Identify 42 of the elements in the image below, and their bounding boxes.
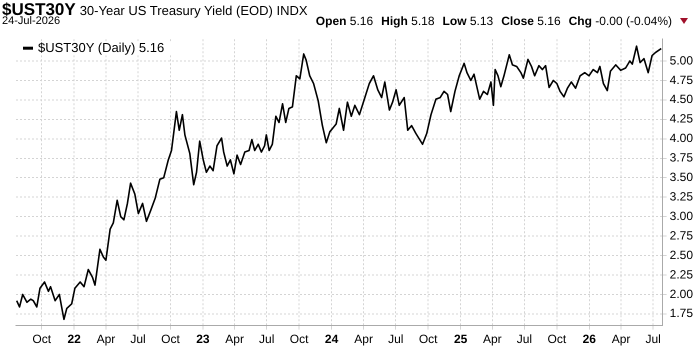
x-tick-label: 23 <box>196 332 210 346</box>
y-tick-label: 3.50 <box>670 170 694 184</box>
x-tick-label: Apr <box>96 332 116 346</box>
x-tick-label: Oct <box>548 332 567 346</box>
x-tick-label: Oct <box>418 332 438 346</box>
text: Low 5.13 <box>442 14 494 28</box>
x-tick-label: Jul <box>516 332 532 346</box>
x-tick-label: Apr <box>483 332 502 346</box>
text: Chg -0.00 (-0.04%) <box>568 14 672 28</box>
x-tick-label: Apr <box>354 332 373 346</box>
y-tick-label: 1.75 <box>670 306 694 320</box>
x-tick-label: Oct <box>290 332 310 346</box>
text: Open 5.16 <box>316 14 374 28</box>
y-tick-label: 4.25 <box>670 112 694 126</box>
y-tick-label: 2.50 <box>670 248 694 262</box>
x-tick-label: 24 <box>324 332 339 346</box>
x-tick-label: Jul <box>130 332 146 346</box>
x-tick-label: Apr <box>612 332 630 346</box>
x-tick-label: Jul <box>645 332 661 346</box>
x-tick-label: Oct <box>161 332 180 346</box>
y-tick-label: 3.25 <box>670 190 694 204</box>
x-tick-label: Jul <box>259 332 274 346</box>
x-tick-label: Apr <box>225 332 244 346</box>
text: Close 5.16 <box>501 14 561 28</box>
text: 24-Jul-2026 <box>2 15 60 27</box>
text: High 5.18 <box>381 14 435 28</box>
y-tick-label: 2.25 <box>670 267 694 282</box>
y-tick-label: 2.00 <box>670 286 694 301</box>
x-tick-label: Oct <box>32 332 52 346</box>
y-tick-label: 4.00 <box>670 131 694 146</box>
x-tick-label: 22 <box>67 332 82 346</box>
legend-label: $UST30Y (Daily) 5.16 <box>38 40 164 55</box>
x-tick-label: 25 <box>454 332 468 346</box>
y-tick-label: 3.75 <box>670 150 694 165</box>
chart-subtitle: 30-Year US Treasury Yield (EOD) INDX <box>80 3 308 18</box>
y-tick-label: 3.00 <box>670 208 694 223</box>
x-tick-label: Jul <box>388 332 404 346</box>
x-tick-label: 26 <box>582 332 596 346</box>
y-tick-label: 2.75 <box>670 228 694 242</box>
y-tick-label: 4.75 <box>670 72 694 87</box>
y-tick-label: 5.00 <box>670 53 694 68</box>
y-tick-label: 4.50 <box>670 92 694 106</box>
